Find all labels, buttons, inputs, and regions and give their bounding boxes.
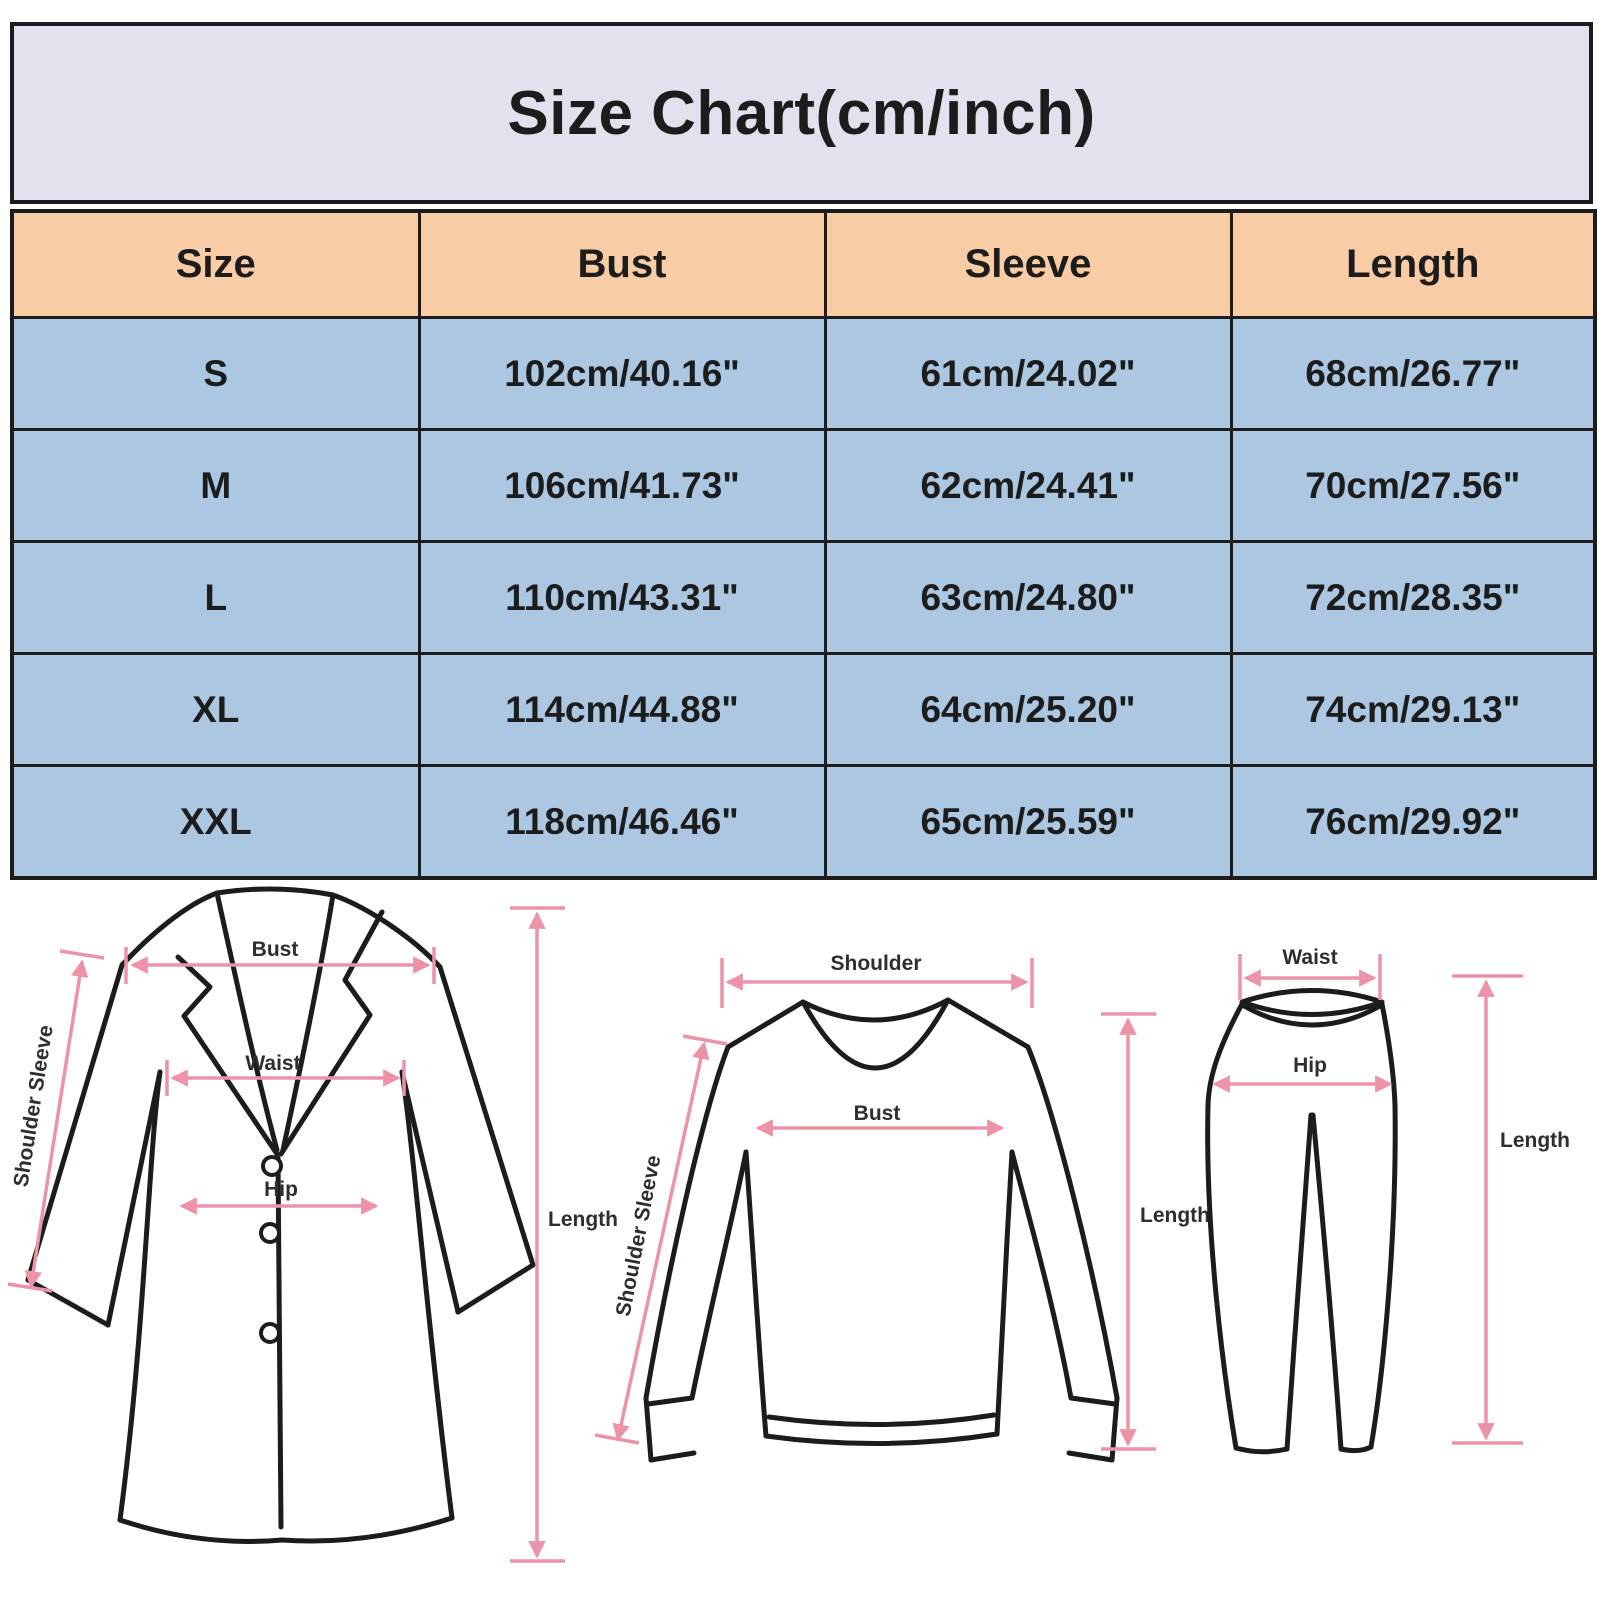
coat-length-label: Length — [548, 1208, 618, 1231]
cell-bust: 106cm/41.73" — [417, 428, 827, 543]
pants-waist-label: Waist — [1282, 946, 1337, 969]
table-row-l: L 110cm/43.31" 63cm/24.80" 72cm/28.35" — [10, 540, 1597, 655]
cell-size: L — [10, 540, 421, 655]
cell-size: XL — [10, 652, 421, 767]
pants-length-label: Length — [1500, 1129, 1570, 1152]
cell-size: XXL — [10, 764, 421, 880]
table-row-s: S 102cm/40.16" 61cm/24.02" 68cm/26.77" — [10, 316, 1597, 431]
table-header-row: Size Bust Sleeve Length — [10, 209, 1597, 319]
page-title: Size Chart(cm/inch) — [507, 78, 1096, 148]
cell-bust: 110cm/43.31" — [417, 540, 827, 655]
column-header-bust: Bust — [417, 209, 827, 319]
cell-length: 70cm/27.56" — [1229, 428, 1597, 543]
coat-hip-label: Hip — [264, 1178, 298, 1201]
sweatshirt-outline-icon — [643, 997, 1120, 1463]
coat-button — [259, 1222, 281, 1244]
coat-button — [259, 1322, 281, 1344]
cell-bust: 118cm/46.46" — [417, 764, 827, 880]
pants-outline-icon — [1205, 988, 1398, 1455]
cell-sleeve: 64cm/25.20" — [823, 652, 1233, 767]
sweatshirt-shoulder-label: Shoulder — [830, 952, 921, 975]
sweatshirt-measurement-arrows — [594, 958, 1156, 1451]
sweatshirt-bust-label: Bust — [854, 1102, 901, 1125]
cell-sleeve: 61cm/24.02" — [823, 316, 1233, 431]
size-table: Size Bust Sleeve Length S 102cm/40.16" 6… — [10, 209, 1597, 880]
cell-length: 68cm/26.77" — [1229, 316, 1597, 431]
pants-hip-label: Hip — [1293, 1054, 1327, 1077]
sweatshirt-diagram: Shoulder Bust Shoulder Sleeve Length — [594, 952, 1210, 1463]
column-header-length: Length — [1229, 209, 1597, 319]
sweatshirt-shoulder-sleeve-arrow — [612, 1041, 710, 1442]
cell-length: 72cm/28.35" — [1229, 540, 1597, 655]
coat-waist-label: Waist — [245, 1052, 300, 1075]
cell-length: 74cm/29.13" — [1229, 652, 1597, 767]
coat-shoulder-sleeve-arrow — [24, 959, 89, 1289]
table-row-m: M 106cm/41.73" 62cm/24.41" 70cm/27.56" — [10, 428, 1597, 543]
column-header-size: Size — [10, 209, 421, 319]
cell-bust: 102cm/40.16" — [417, 316, 827, 431]
pants-diagram: Waist Hip Length — [1205, 946, 1570, 1455]
table-row-xxl: XXL 118cm/46.46" 65cm/25.59" 76cm/29.92" — [10, 764, 1597, 880]
cell-length: 76cm/29.92" — [1229, 764, 1597, 880]
coat-measurement-arrows — [7, 906, 565, 1563]
sweatshirt-length-label: Length — [1140, 1204, 1210, 1227]
coat-outline-icon — [25, 886, 536, 1544]
cell-sleeve: 62cm/24.41" — [823, 428, 1233, 543]
cell-bust: 114cm/44.88" — [417, 652, 827, 767]
cell-size: S — [10, 316, 421, 431]
table-row-xl: XL 114cm/44.88" 64cm/25.20" 74cm/29.13" — [10, 652, 1597, 767]
pants-measurement-arrows — [1212, 954, 1523, 1445]
cell-size: M — [10, 428, 421, 543]
coat-diagram: Bust Waist Hip Shoulder Sleeve Length — [7, 886, 618, 1563]
coat-button — [261, 1155, 283, 1177]
sweatshirt-shoulder-sleeve-label: Shoulder Sleeve — [612, 1153, 666, 1318]
measurement-diagrams: Bust Waist Hip Shoulder Sleeve Length — [7, 886, 1570, 1563]
cell-sleeve: 65cm/25.59" — [823, 764, 1233, 880]
coat-bust-label: Bust — [252, 938, 299, 961]
cell-sleeve: 63cm/24.80" — [823, 540, 1233, 655]
column-header-sleeve: Sleeve — [823, 209, 1233, 319]
title-block: Size Chart(cm/inch) — [10, 22, 1593, 204]
